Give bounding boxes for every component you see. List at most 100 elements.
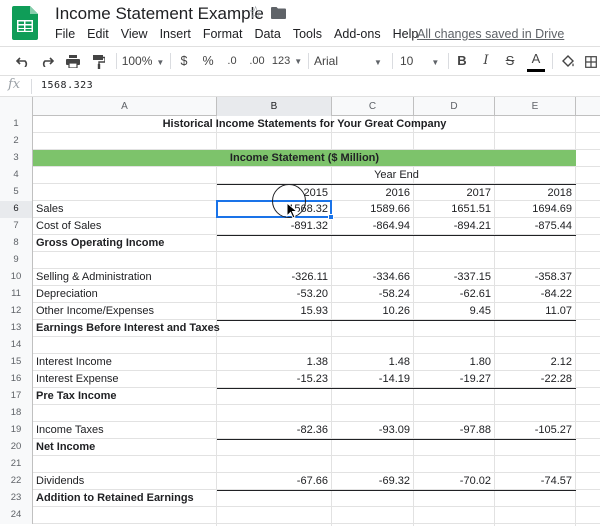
- paint-format-button[interactable]: [88, 47, 110, 75]
- row-header[interactable]: 2: [0, 133, 33, 150]
- column-header-a[interactable]: A: [33, 97, 217, 116]
- line-item-value[interactable]: [217, 388, 332, 404]
- line-item-value[interactable]: -15.23: [296, 373, 328, 385]
- line-item-value[interactable]: 11.07: [545, 305, 572, 317]
- line-item-value[interactable]: -358.37: [534, 271, 572, 283]
- line-item-value[interactable]: 9.45: [469, 305, 491, 317]
- line-item-value[interactable]: 2.12: [550, 356, 572, 368]
- row-header[interactable]: 13: [0, 320, 33, 337]
- line-item-value[interactable]: -67.66: [296, 475, 328, 487]
- row-header[interactable]: 3: [0, 150, 33, 167]
- currency-format-button[interactable]: $: [180, 54, 188, 68]
- line-item-value[interactable]: -334.66: [372, 271, 410, 283]
- row-header[interactable]: 17: [0, 388, 33, 405]
- menu-addons[interactable]: Add-ons: [334, 27, 381, 41]
- line-item-value[interactable]: -58.24: [378, 288, 410, 300]
- font-size-select[interactable]: 10 ▼: [400, 47, 444, 75]
- print-button[interactable]: [62, 47, 84, 75]
- line-item-value[interactable]: -82.36: [296, 424, 328, 436]
- menu-file[interactable]: File: [55, 27, 76, 41]
- folder-icon[interactable]: [271, 7, 286, 19]
- line-item-value[interactable]: -97.88: [459, 424, 491, 436]
- line-item-value[interactable]: 1.48: [388, 356, 410, 368]
- line-item-value[interactable]: [414, 439, 495, 455]
- row-header[interactable]: 21: [0, 456, 33, 473]
- select-all-corner[interactable]: [0, 97, 33, 116]
- line-item-value[interactable]: -875.44: [534, 220, 572, 232]
- menu-insert[interactable]: Insert: [159, 27, 191, 41]
- line-item-value[interactable]: 1651.51: [451, 203, 491, 215]
- line-item-value[interactable]: 1.80: [469, 356, 491, 368]
- save-status-link[interactable]: All changes saved in Drive: [417, 27, 565, 41]
- redo-button[interactable]: [36, 47, 58, 75]
- line-item-label[interactable]: Addition to Retained Earnings: [36, 492, 194, 504]
- row-header[interactable]: 10: [0, 269, 33, 286]
- line-item-value[interactable]: -14.19: [378, 373, 410, 385]
- column-header-b[interactable]: B: [217, 97, 332, 116]
- fill-handle[interactable]: [328, 214, 334, 220]
- line-item-value[interactable]: [217, 235, 332, 251]
- menu-help[interactable]: Help: [392, 27, 419, 41]
- row-header[interactable]: 16: [0, 371, 33, 388]
- sheet-title[interactable]: Historical Income Statements for Your Gr…: [162, 118, 447, 130]
- line-item-value[interactable]: [414, 235, 495, 251]
- line-item-value[interactable]: 1694.69: [532, 203, 572, 215]
- row-header[interactable]: 12: [0, 303, 33, 320]
- percent-format-button[interactable]: %: [202, 54, 214, 68]
- line-item-value[interactable]: 1.38: [306, 356, 328, 368]
- row-header[interactable]: 20: [0, 439, 33, 456]
- menu-data[interactable]: Data: [254, 27, 281, 41]
- column-header-c[interactable]: C: [332, 97, 414, 116]
- document-title[interactable]: Income Statement Example: [55, 4, 264, 23]
- more-formats-button[interactable]: 123 ▼: [270, 47, 304, 75]
- year-header[interactable]: 2017: [414, 184, 495, 200]
- line-item-value[interactable]: -74.57: [540, 475, 572, 487]
- line-item-value[interactable]: [217, 490, 332, 506]
- column-header-d[interactable]: D: [414, 97, 495, 116]
- line-item-value[interactable]: [332, 490, 414, 506]
- zoom-select[interactable]: 100% ▼: [120, 47, 166, 75]
- line-item-value[interactable]: [414, 320, 495, 336]
- line-item-label[interactable]: Cost of Sales: [36, 220, 102, 232]
- line-item-value[interactable]: [414, 388, 495, 404]
- row-header[interactable]: 14: [0, 337, 33, 354]
- line-item-label[interactable]: Other Income/Expenses: [36, 305, 155, 317]
- line-item-value[interactable]: -22.28: [540, 373, 572, 385]
- year-header[interactable]: 2015: [217, 184, 332, 200]
- line-item-value[interactable]: -69.32: [378, 475, 410, 487]
- text-color-button[interactable]: A: [527, 47, 545, 72]
- row-header[interactable]: 6: [0, 201, 33, 218]
- line-item-label[interactable]: Selling & Administration: [36, 271, 152, 283]
- line-item-value[interactable]: [414, 490, 495, 506]
- year-header[interactable]: 2016: [332, 184, 414, 200]
- year-header[interactable]: 2018: [495, 184, 576, 200]
- line-item-value[interactable]: -70.02: [459, 475, 491, 487]
- line-item-value[interactable]: [495, 235, 576, 251]
- line-item-value[interactable]: -337.15: [453, 271, 491, 283]
- increase-decimals-button[interactable]: .00: [249, 55, 265, 67]
- row-header[interactable]: 7: [0, 218, 33, 235]
- line-item-value[interactable]: -891.32: [290, 220, 328, 232]
- menu-tools[interactable]: Tools: [292, 27, 323, 41]
- row-header[interactable]: 22: [0, 473, 33, 490]
- line-item-value[interactable]: 15.93: [300, 305, 328, 317]
- row-header[interactable]: 19: [0, 422, 33, 439]
- formula-input[interactable]: 1568.323: [41, 80, 94, 91]
- line-item-value[interactable]: -84.22: [540, 288, 572, 300]
- section-header[interactable]: Income Statement ($ Million): [229, 152, 380, 164]
- borders-button[interactable]: [582, 47, 600, 75]
- line-item-value[interactable]: [332, 439, 414, 455]
- fill-color-button[interactable]: [558, 47, 578, 75]
- row-header[interactable]: 18: [0, 405, 33, 422]
- row-header[interactable]: 1: [0, 116, 33, 133]
- line-item-value[interactable]: [332, 320, 414, 336]
- menu-edit[interactable]: Edit: [87, 27, 109, 41]
- row-header[interactable]: 4: [0, 167, 33, 184]
- bold-button[interactable]: B: [457, 53, 467, 68]
- row-header[interactable]: 23: [0, 490, 33, 507]
- line-item-label[interactable]: Interest Expense: [36, 373, 119, 385]
- line-item-value[interactable]: [495, 388, 576, 404]
- line-item-value[interactable]: [332, 388, 414, 404]
- undo-button[interactable]: [12, 47, 34, 75]
- period-header[interactable]: Year End: [374, 169, 419, 181]
